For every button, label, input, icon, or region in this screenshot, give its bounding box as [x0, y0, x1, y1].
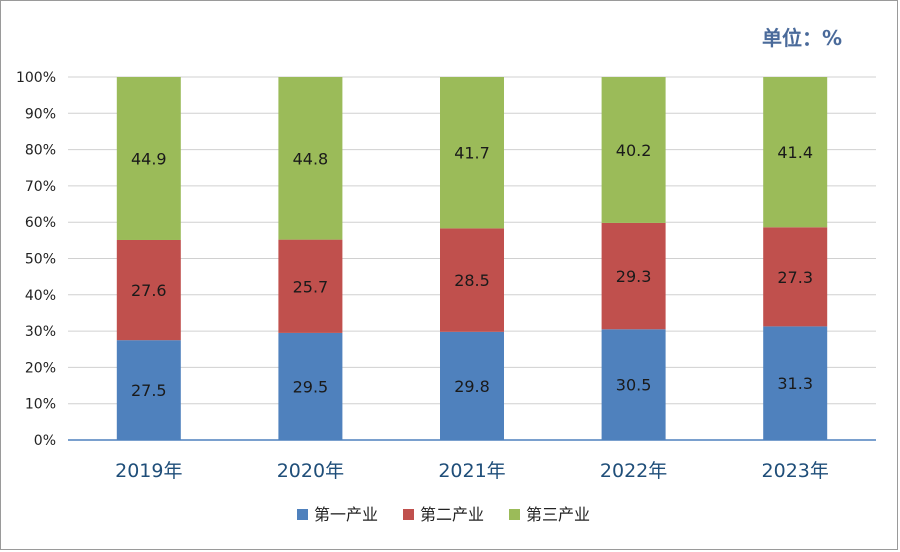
bar-segment	[116, 340, 181, 440]
x-tick-label: 2022年	[600, 460, 667, 482]
data-label: 29.8	[454, 377, 490, 396]
data-label: 31.3	[777, 374, 813, 393]
bar-segment	[278, 239, 343, 333]
y-tick-label: 90%	[25, 106, 56, 122]
data-label: 29.3	[616, 267, 652, 286]
legend-swatch	[403, 509, 414, 520]
y-tick-label: 100%	[16, 70, 56, 86]
data-label: 30.5	[616, 376, 652, 395]
x-tick-label: 2021年	[438, 460, 505, 482]
legend-label: 第三产业	[526, 505, 590, 524]
x-tick-label: 2023年	[762, 460, 829, 482]
legend-swatch	[509, 509, 520, 520]
x-tick-label: 2020年	[277, 460, 344, 482]
bar-segment	[601, 77, 666, 223]
bar-segment	[763, 227, 828, 327]
bar-segment	[440, 331, 504, 440]
y-tick-label: 20%	[25, 360, 56, 376]
y-tick-label: 10%	[25, 397, 56, 413]
y-tick-label: 30%	[25, 324, 56, 340]
y-tick-label: 40%	[25, 288, 56, 304]
legend-label: 第一产业	[314, 505, 378, 524]
y-tick-label: 0%	[34, 433, 56, 449]
data-label: 27.5	[131, 381, 167, 400]
legend-label: 第二产业	[420, 505, 484, 524]
data-label: 27.3	[777, 268, 813, 287]
data-label: 27.6	[131, 281, 167, 300]
bar-segment	[116, 239, 181, 341]
data-label: 25.7	[293, 277, 329, 296]
y-tick-label: 50%	[25, 252, 56, 268]
bar-segment	[278, 332, 343, 440]
bar-segment	[763, 77, 828, 228]
data-label: 41.4	[777, 143, 813, 162]
bar-segment	[601, 222, 666, 330]
bar-segment	[116, 77, 181, 240]
bar-segment	[763, 326, 828, 440]
data-label: 29.5	[293, 377, 329, 396]
x-tick-label: 2019年	[115, 460, 182, 482]
y-tick-label: 70%	[25, 179, 56, 195]
data-label: 40.2	[616, 141, 652, 160]
data-label: 44.8	[293, 149, 329, 168]
data-label: 41.7	[454, 144, 490, 163]
y-tick-label: 80%	[25, 143, 56, 159]
legend-swatch	[297, 509, 308, 520]
y-tick-label: 60%	[25, 215, 56, 231]
data-label: 44.9	[131, 149, 167, 168]
bar-segment	[278, 77, 343, 240]
data-label: 28.5	[454, 271, 490, 290]
bar-segment	[440, 228, 504, 332]
bar-segment	[440, 77, 504, 229]
bar-segment	[601, 329, 666, 440]
unit-label: 单位：%	[762, 26, 843, 50]
